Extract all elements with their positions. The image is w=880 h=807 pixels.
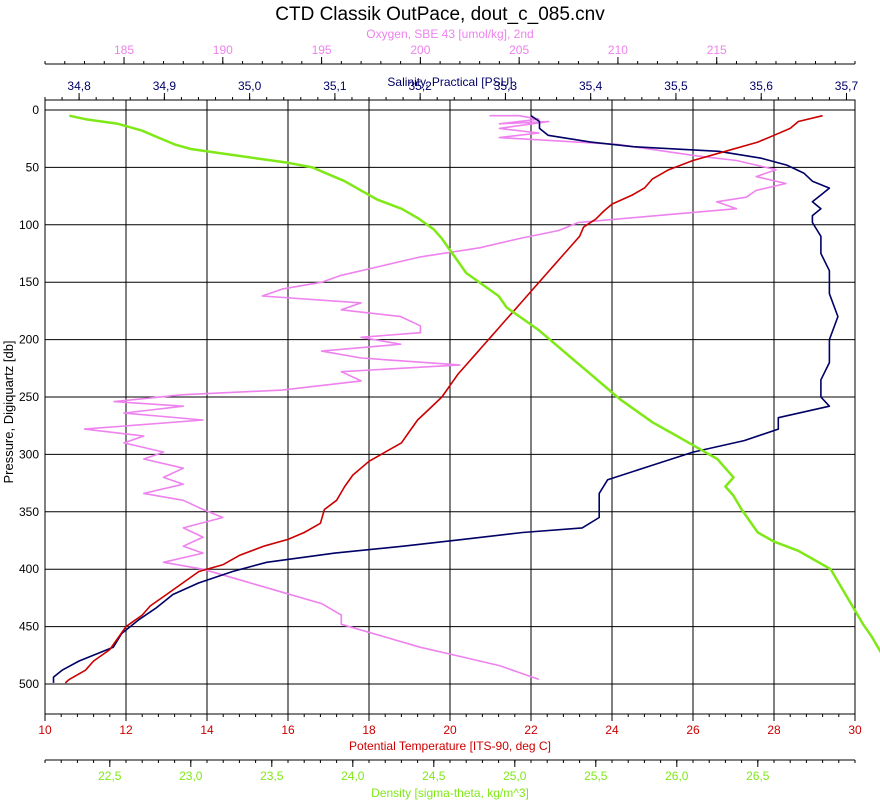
density-tick-label: 25,0 <box>503 769 527 783</box>
density-tick-label: 26,0 <box>665 769 689 783</box>
density-tick-label: 24,5 <box>422 769 446 783</box>
y-tick-label: 200 <box>19 333 39 347</box>
y-tick-label: 150 <box>19 275 39 289</box>
y-tick-label: 50 <box>26 160 40 174</box>
salinity-tick-label: 35,5 <box>664 79 688 93</box>
density-tick-label: 26,5 <box>746 769 770 783</box>
salinity-tick-label: 35,1 <box>323 79 347 93</box>
y-axis-label: Pressure, Digiquartz [db] <box>1 340 16 483</box>
temperature-tick-label: 18 <box>362 723 376 737</box>
density-axis-title: Density [sigma-theta, kg/m^3] <box>371 786 529 800</box>
temperature-tick-label: 24 <box>605 723 619 737</box>
temperature-tick-label: 30 <box>848 723 862 737</box>
oxygen-tick-label: 200 <box>410 43 430 57</box>
salinity-tick-label: 35,7 <box>835 79 859 93</box>
density-series-line <box>69 116 880 683</box>
temperature-tick-label: 20 <box>443 723 457 737</box>
series-layer <box>54 116 880 683</box>
temperature-tick-label: 28 <box>767 723 781 737</box>
density-tick-label: 24,0 <box>341 769 365 783</box>
y-tick-label: 100 <box>19 218 39 232</box>
salinity-tick-label: 34,9 <box>153 79 177 93</box>
y-tick-label: 400 <box>19 562 39 576</box>
grid-layer <box>45 100 855 714</box>
y-tick-label: 500 <box>19 677 39 691</box>
temperature-tick-label: 26 <box>686 723 700 737</box>
chart-title: CTD Classik OutPace, dout_c_085.cnv <box>275 4 605 25</box>
density-tick-label: 25,5 <box>584 769 608 783</box>
density-tick-label: 23,5 <box>260 769 284 783</box>
y-tick-label: 250 <box>19 390 39 404</box>
oxygen-tick-label: 215 <box>707 43 727 57</box>
salinity-tick-label: 35,6 <box>750 79 774 93</box>
salinity-axis-title: Salinity, Practical [PSU] <box>387 75 512 89</box>
y-tick-label: 350 <box>19 505 39 519</box>
oxygen-tick-label: 205 <box>509 43 529 57</box>
oxygen-tick-label: 185 <box>114 43 134 57</box>
salinity-tick-label: 35,4 <box>579 79 603 93</box>
oxygen-series-line <box>85 116 786 680</box>
salinity-tick-label: 35,0 <box>238 79 262 93</box>
oxygen-axis-title: Oxygen, SBE 43 [umol/kg], 2nd <box>366 27 533 41</box>
salinity-tick-label: 34,8 <box>67 79 91 93</box>
temperature-tick-label: 22 <box>524 723 538 737</box>
temperature-tick-label: 16 <box>281 723 295 737</box>
density-tick-label: 23,0 <box>179 769 203 783</box>
temperature-tick-label: 12 <box>119 723 133 737</box>
temperature-tick-label: 10 <box>38 723 52 737</box>
oxygen-tick-label: 190 <box>213 43 233 57</box>
oxygen-tick-label: 195 <box>312 43 332 57</box>
density-tick-label: 22,5 <box>98 769 122 783</box>
temperature-tick-label: 14 <box>200 723 214 737</box>
y-tick-label: 450 <box>19 620 39 634</box>
temperature-axis-title: Potential Temperature [ITS-90, deg C] <box>349 739 551 753</box>
temperature-series-line <box>65 116 822 683</box>
y-tick-label: 300 <box>19 447 39 461</box>
oxygen-tick-label: 210 <box>608 43 628 57</box>
y-tick-label: 0 <box>32 103 39 117</box>
